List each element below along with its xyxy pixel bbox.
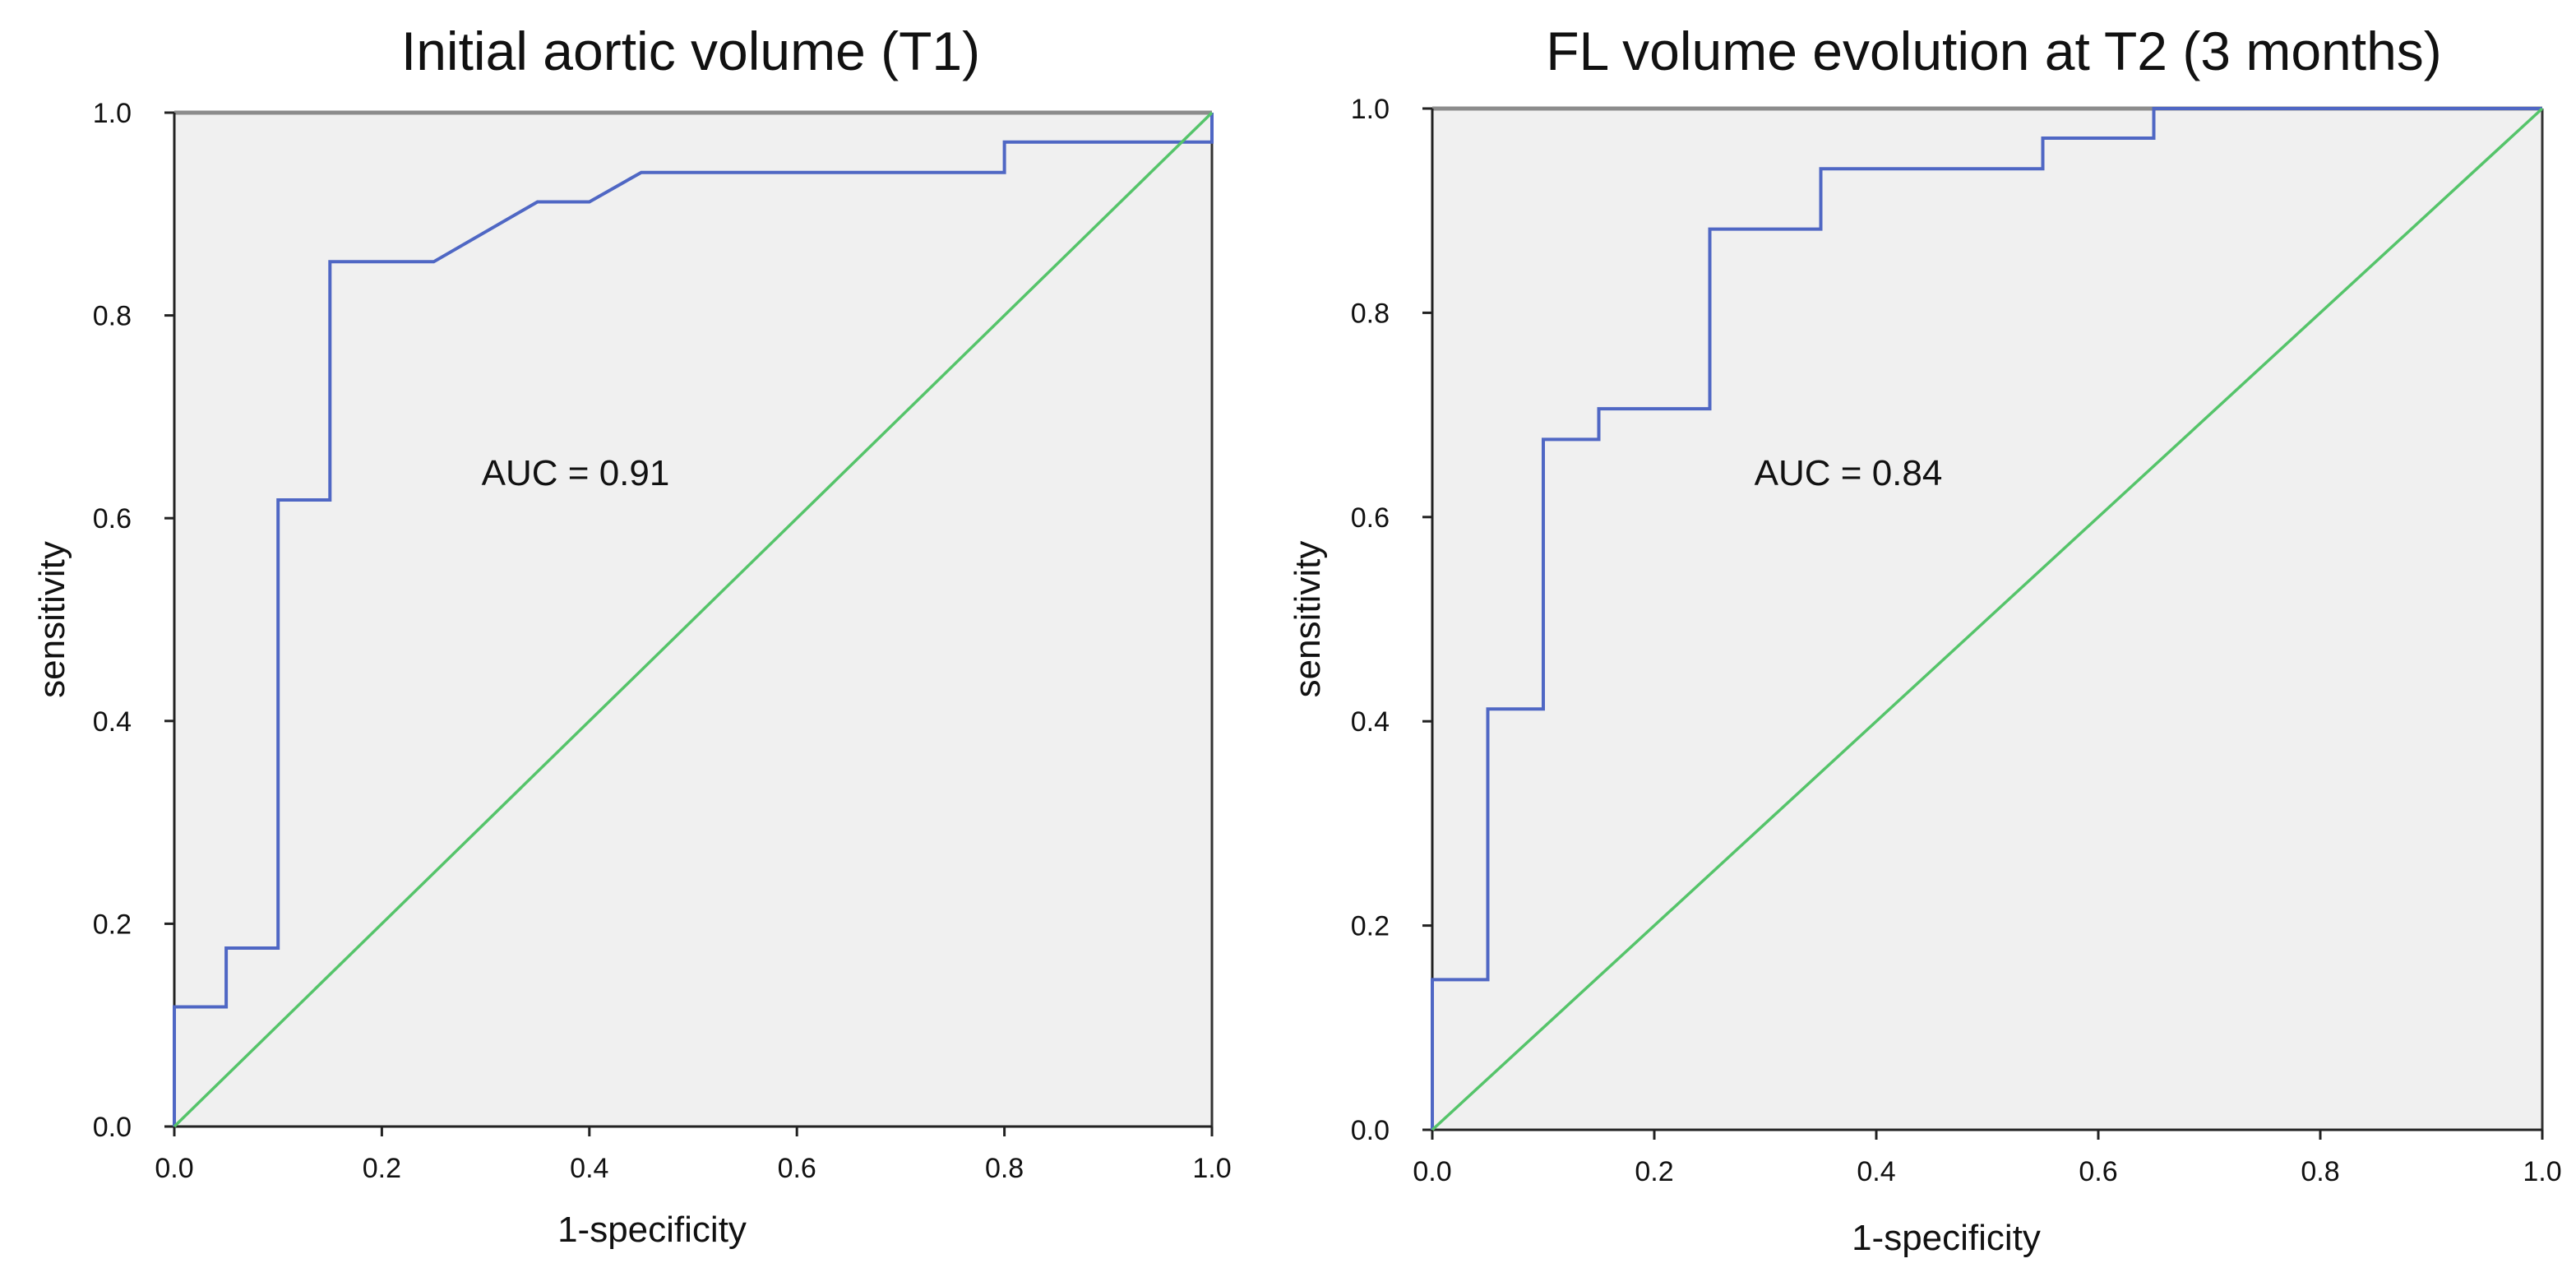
x-tick-label: 0.6 [778, 1153, 816, 1184]
x-tick-label: 1.0 [1192, 1153, 1231, 1184]
y-tick-label: 0.8 [1351, 298, 1390, 329]
y-tick-label: 0.6 [93, 503, 132, 534]
y-tick-label: 0.0 [93, 1112, 132, 1143]
x-tick-label: 0.0 [155, 1153, 193, 1184]
y-tick-label: 0.4 [93, 706, 132, 738]
chart-title: Initial aortic volume (T1) [401, 21, 980, 81]
y-tick-label: 0.0 [1351, 1115, 1390, 1146]
y-axis-label: sensitivity [32, 541, 72, 698]
roc-curve-line [173, 113, 1214, 1127]
y-tick-label: 0.4 [1351, 706, 1390, 738]
reference-diagonal-line [1431, 107, 2544, 1131]
roc-curve-line [1431, 107, 2542, 1130]
y-tick-label: 0.8 [93, 301, 132, 332]
x-tick-label: 0.4 [1857, 1156, 1895, 1187]
x-tick-label: 0.2 [1635, 1156, 1673, 1187]
y-tick-label: 0.6 [1351, 502, 1390, 534]
auc-annotation: AUC = 0.91 [482, 453, 670, 493]
x-tick-label: 0.6 [2079, 1156, 2117, 1187]
roc-chart-t1: Initial aortic volume (T1) 1-specificity… [32, 21, 1232, 1250]
x-tick-label: 0.8 [985, 1153, 1024, 1184]
x-axis-label: 1-specificity [557, 1210, 747, 1250]
roc-chart-t2: FL volume evolution at T2 (3 months) 1-s… [1288, 21, 2562, 1258]
x-tick-label: 1.0 [2523, 1156, 2561, 1187]
chart-title: FL volume evolution at T2 (3 months) [1546, 21, 2442, 81]
y-tick-label: 1.0 [1351, 94, 1390, 125]
x-tick-label: 0.8 [2301, 1156, 2339, 1187]
x-axis-label: 1-specificity [1852, 1218, 2041, 1258]
x-tick-label: 0.4 [570, 1153, 608, 1184]
y-tick-label: 0.2 [93, 909, 132, 940]
auc-annotation: AUC = 0.84 [1755, 453, 1943, 493]
reference-diagonal-line [173, 111, 1214, 1128]
y-tick-label: 1.0 [93, 98, 132, 129]
y-tick-label: 0.2 [1351, 911, 1390, 942]
x-tick-label: 0.2 [363, 1153, 401, 1184]
x-tick-label: 0.0 [1413, 1156, 1451, 1187]
y-axis-label: sensitivity [1288, 541, 1328, 698]
